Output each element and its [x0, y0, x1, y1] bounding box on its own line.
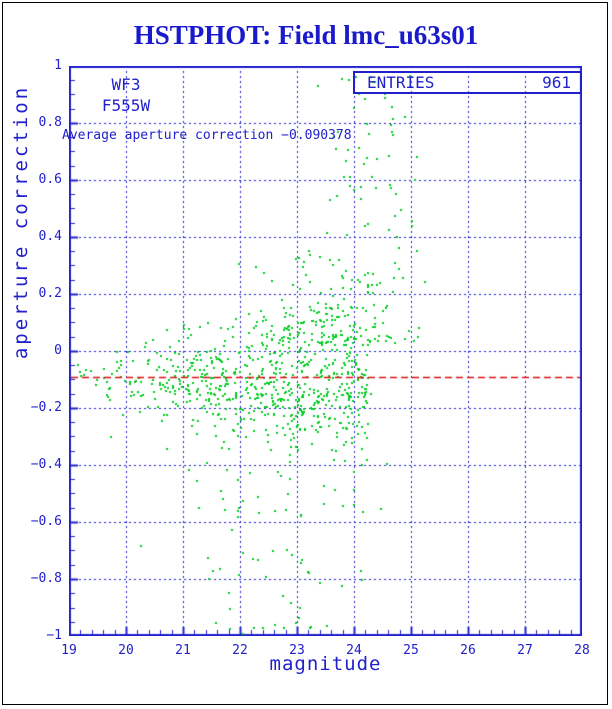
entries-value: 961 — [542, 73, 571, 92]
x-tick-label: 19 — [61, 643, 77, 658]
camera-filter-labels: WF3 F555W — [90, 74, 162, 116]
x-tick-label: 24 — [346, 643, 362, 658]
filter-label: F555W — [101, 96, 151, 115]
entries-label: ENTRIES — [367, 73, 435, 92]
y-tick-label: 1 — [54, 58, 62, 73]
average-correction-note: Average aperture correction −0.090378 — [62, 128, 352, 143]
plot-area — [69, 66, 582, 636]
entries-stats-box: ENTRIES 961 — [353, 71, 582, 94]
x-axis-title: magnitude — [269, 653, 382, 675]
x-tick-label: 21 — [175, 643, 191, 658]
x-tick-label: 25 — [403, 643, 419, 658]
x-tick-label: 20 — [118, 643, 134, 658]
x-tick-label: 26 — [460, 643, 476, 658]
y-tick-label: 0.2 — [38, 286, 62, 301]
y-tick-label: 0 — [54, 343, 62, 358]
x-tick-label: 28 — [574, 643, 590, 658]
y-tick-label: 0.4 — [38, 229, 62, 244]
y-tick-label: −0.4 — [30, 457, 62, 472]
camera-label: WF3 — [111, 75, 141, 94]
y-tick-label: 0.6 — [38, 172, 62, 187]
page-title: HSTPHOT: Field lmc_u63s01 — [133, 20, 479, 50]
y-tick-label: −1 — [46, 628, 62, 643]
y-tick-label: 0.8 — [38, 115, 62, 130]
y-tick-label: −0.8 — [30, 571, 62, 586]
scatter-plot-canvas — [69, 66, 582, 636]
y-tick-label: −0.6 — [30, 514, 62, 529]
x-tick-label: 23 — [289, 643, 305, 658]
x-tick-label: 22 — [232, 643, 248, 658]
x-tick-label: 27 — [517, 643, 533, 658]
y-tick-label: −0.2 — [30, 400, 62, 415]
